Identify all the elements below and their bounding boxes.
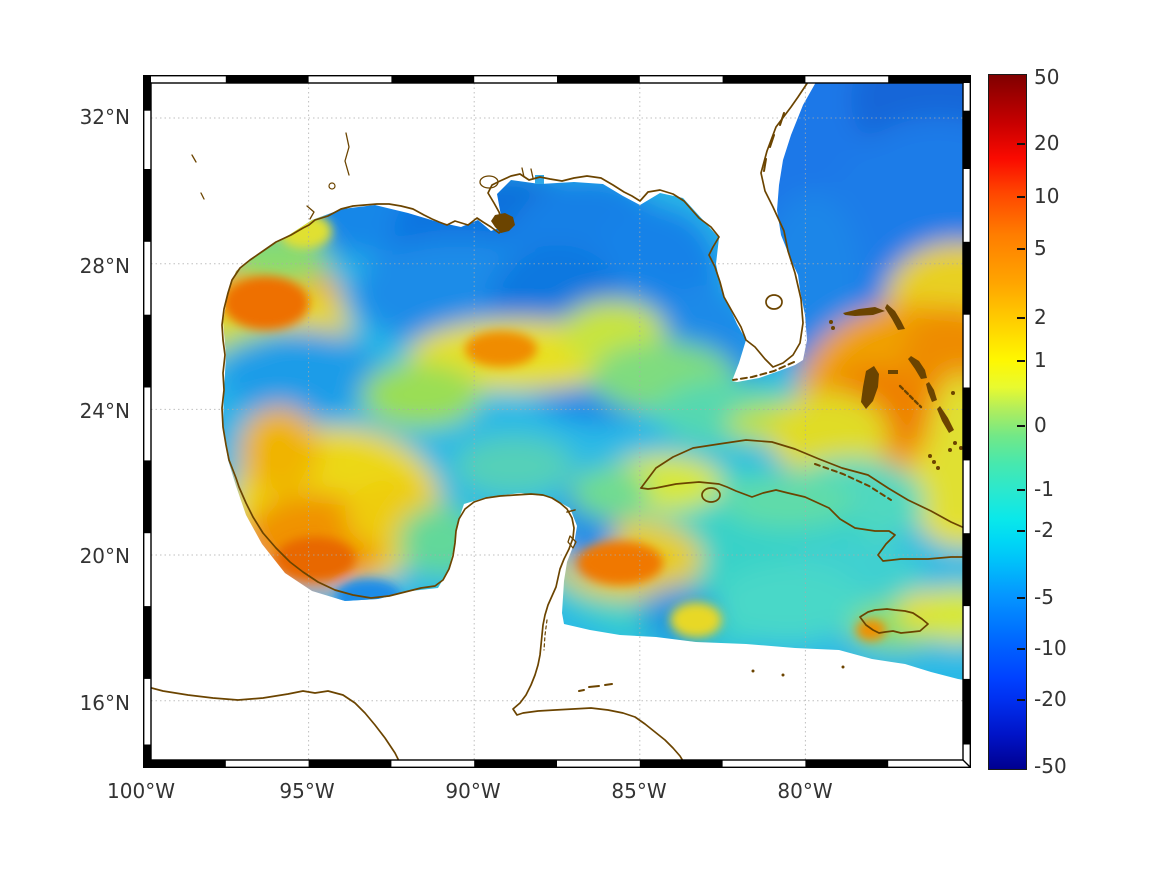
colorbar-tick <box>1017 143 1025 145</box>
colorbar-tick <box>1017 317 1025 319</box>
data-field <box>223 75 971 681</box>
map-frame <box>143 75 971 768</box>
y-tick-label: 28°N <box>79 254 130 278</box>
x-tick-label: 80°W <box>777 779 833 803</box>
colorbar-tick <box>1017 248 1025 250</box>
colorbar-label: 0 <box>1034 413 1047 437</box>
map-canvas <box>143 75 971 768</box>
colorbar-tick <box>1017 489 1025 491</box>
colorbar-tick <box>1017 196 1025 198</box>
colorbar-label: -5 <box>1034 585 1054 609</box>
colorbar-label: 2 <box>1034 305 1047 329</box>
colorbar-tick <box>1017 699 1025 701</box>
colorbar-label: -50 <box>1034 754 1067 778</box>
colorbar-label: 1 <box>1034 348 1047 372</box>
colorbar-label: 10 <box>1034 184 1060 208</box>
y-tick-label: 32°N <box>79 105 130 129</box>
x-tick-label: 100°W <box>107 779 175 803</box>
y-tick-label: 24°N <box>79 399 130 423</box>
colorbar-label: -2 <box>1034 518 1054 542</box>
colorbar-label: -1 <box>1034 477 1054 501</box>
colorbar-label: -10 <box>1034 636 1067 660</box>
x-tick-label: 95°W <box>279 779 335 803</box>
x-tick-label: 85°W <box>611 779 667 803</box>
colorbar-label: -20 <box>1034 687 1067 711</box>
colorbar-label: 20 <box>1034 131 1060 155</box>
coastlines <box>143 75 971 768</box>
grid-lines <box>151 83 963 760</box>
colorbar-tick <box>1017 425 1025 427</box>
colorbar <box>988 74 1027 770</box>
colorbar-label: 50 <box>1034 65 1060 89</box>
bay-data-pixel <box>535 175 544 184</box>
y-tick-label: 16°N <box>79 691 130 715</box>
y-tick-label: 20°N <box>79 544 130 568</box>
colorbar-tick <box>1017 597 1025 599</box>
colorbar-label: 5 <box>1034 236 1047 260</box>
x-tick-label: 90°W <box>445 779 501 803</box>
colorbar-tick <box>1017 360 1025 362</box>
island-fills <box>491 213 971 677</box>
colorbar-tick <box>1017 648 1025 650</box>
colorbar-tick <box>1017 530 1025 532</box>
